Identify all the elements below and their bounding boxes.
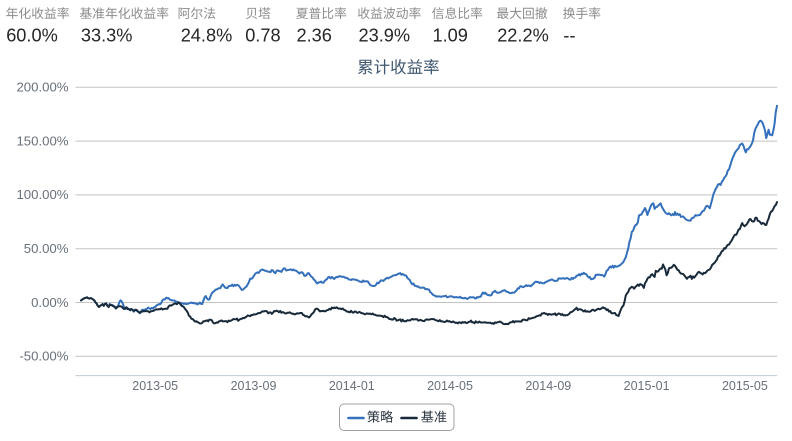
svg-text:2.36: 2.36: [297, 25, 332, 45]
svg-text:200.00%: 200.00%: [16, 80, 68, 95]
svg-text:--: --: [563, 25, 575, 45]
svg-text:2015-05: 2015-05: [722, 379, 768, 393]
svg-text:60.0%: 60.0%: [6, 25, 58, 45]
svg-text:24.8%: 24.8%: [181, 25, 233, 45]
svg-text:100.00%: 100.00%: [16, 187, 68, 202]
svg-text:2014-01: 2014-01: [329, 379, 375, 393]
svg-text:2013-05: 2013-05: [132, 379, 178, 393]
svg-text:50.00%: 50.00%: [24, 241, 69, 256]
svg-text:150.00%: 150.00%: [16, 133, 68, 148]
svg-text:1.09: 1.09: [433, 25, 468, 45]
svg-text:2015-01: 2015-01: [624, 379, 670, 393]
svg-text:0.00%: 0.00%: [31, 295, 69, 310]
svg-text:33.3%: 33.3%: [81, 25, 133, 45]
svg-text:2014-05: 2014-05: [427, 379, 473, 393]
svg-text:2013-09: 2013-09: [231, 379, 277, 393]
svg-text:-50.00%: -50.00%: [19, 349, 68, 364]
svg-text:22.2%: 22.2%: [497, 25, 549, 45]
svg-text:0.78: 0.78: [245, 25, 280, 45]
svg-text:2014-09: 2014-09: [525, 379, 571, 393]
svg-text:23.9%: 23.9%: [359, 25, 411, 45]
